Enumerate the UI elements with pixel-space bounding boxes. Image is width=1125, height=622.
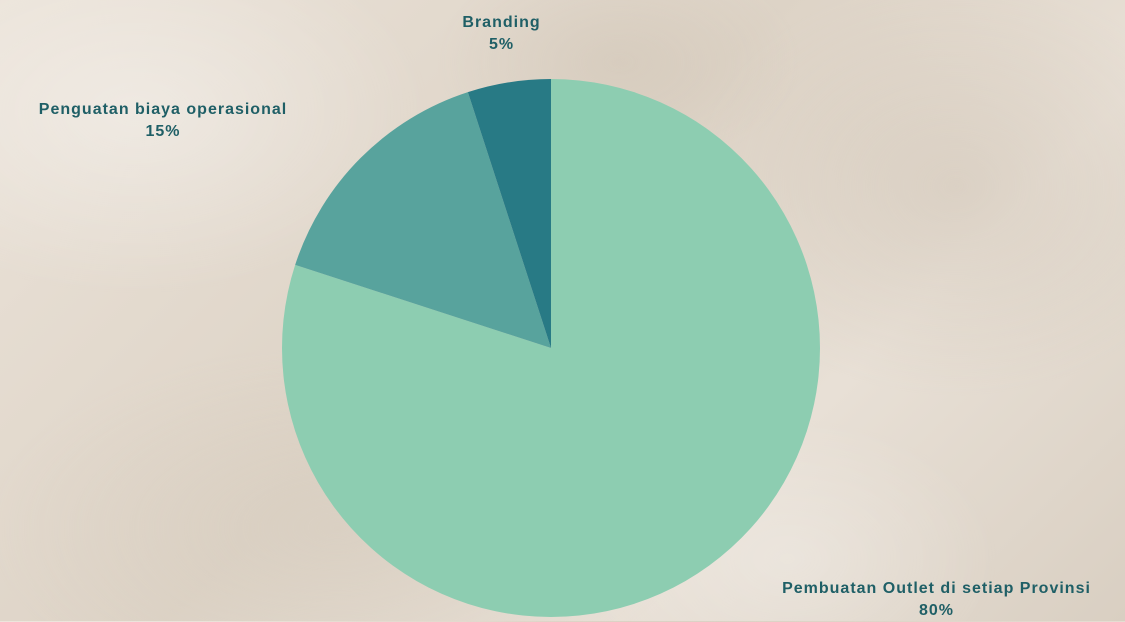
slice-label-branding: Branding 5% [430, 12, 573, 56]
pie-slice-branding [467, 79, 551, 348]
slice-label-outlet-value: 80% [918, 602, 955, 619]
pie-slice-outlet [282, 79, 820, 618]
slice-label-outlet-name: Pembuatan Outlet di setiap Provinsi [782, 580, 1091, 597]
slice-label-branding-value: 5% [488, 36, 515, 53]
slice-label-operasional-name: Penguatan biaya operasional [38, 101, 288, 118]
slice-label-operasional: Penguatan biaya operasional 15% [0, 99, 326, 143]
slice-label-outlet: Pembuatan Outlet di setiap Provinsi 80% [748, 578, 1125, 622]
slice-label-branding-name: Branding [462, 14, 541, 31]
pie-slice-operasional [295, 92, 551, 348]
slice-label-operasional-value: 15% [145, 123, 181, 140]
